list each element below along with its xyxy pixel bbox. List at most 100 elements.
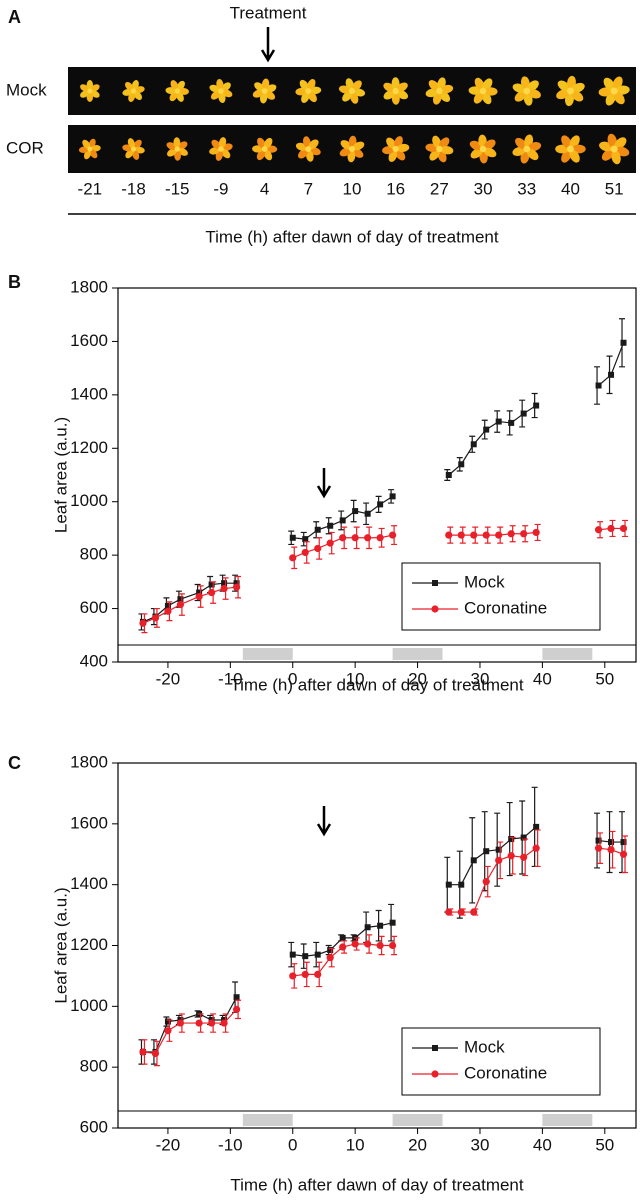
leaf	[211, 139, 221, 149]
rosette-center	[392, 145, 399, 153]
y-tick-label: 1000	[70, 491, 108, 510]
point	[302, 536, 309, 543]
leaf	[210, 90, 221, 100]
rosette-center	[174, 88, 180, 94]
point	[232, 1005, 241, 1013]
point	[483, 848, 490, 855]
leaf	[261, 78, 270, 90]
point	[607, 524, 615, 533]
point	[314, 544, 322, 553]
night-bar	[242, 648, 293, 660]
legend-box	[401, 1027, 601, 1096]
point	[377, 922, 384, 929]
point	[607, 846, 615, 854]
point	[339, 534, 347, 542]
point	[619, 850, 628, 858]
y-tick-label: 400	[80, 651, 108, 670]
leaf	[263, 137, 273, 149]
rosette-center	[348, 145, 356, 153]
rosette-center	[87, 88, 93, 94]
point	[458, 461, 465, 468]
y-axis-title: Leaf area (a.u.)	[51, 887, 70, 1003]
point	[376, 534, 384, 542]
rosette-center	[436, 145, 443, 153]
leaf	[439, 137, 450, 149]
plot-frame	[117, 287, 637, 663]
leaf	[252, 89, 264, 98]
point	[364, 510, 371, 517]
leaf	[345, 78, 354, 90]
time-label: -18	[121, 179, 146, 198]
leaf	[395, 149, 406, 161]
plant-image	[468, 77, 498, 105]
rosette-center	[87, 146, 93, 152]
leaf	[570, 90, 584, 102]
x-tick-label: 10	[346, 1135, 365, 1154]
point	[326, 539, 334, 547]
leaf	[351, 80, 362, 91]
leaf	[470, 148, 483, 159]
leaf	[82, 139, 91, 149]
point	[507, 852, 515, 860]
rosette-center	[523, 87, 531, 95]
point	[233, 994, 240, 1001]
plant-image	[425, 77, 454, 105]
point	[289, 554, 297, 562]
leaf	[527, 89, 541, 99]
leaf	[173, 137, 181, 148]
point	[389, 531, 397, 539]
point	[221, 580, 228, 587]
leaf	[601, 148, 614, 161]
leaf	[526, 148, 539, 161]
y-tick-label: 1600	[70, 813, 108, 832]
leaf	[132, 149, 140, 160]
rosette-center	[174, 146, 180, 152]
legend-label: Coronatine	[464, 598, 547, 617]
plant-image	[122, 80, 145, 102]
leaf	[484, 87, 498, 96]
leaf	[428, 80, 440, 91]
point	[233, 580, 240, 587]
y-tick-label: 1800	[70, 752, 108, 771]
leaf	[307, 91, 317, 103]
leaf	[133, 91, 143, 100]
point	[495, 531, 503, 539]
plant-image	[295, 136, 321, 162]
point	[445, 908, 453, 916]
point	[327, 947, 334, 954]
point	[139, 1048, 147, 1056]
plant-image	[209, 137, 233, 161]
leaf	[561, 135, 572, 149]
point	[508, 836, 515, 843]
rosette-center	[305, 88, 312, 94]
point	[195, 1019, 203, 1027]
plant-image	[556, 75, 585, 107]
legend-label: Mock	[464, 1037, 505, 1056]
legend-marker	[431, 1070, 439, 1078]
x-tick-label: 20	[408, 669, 427, 688]
leaf	[263, 149, 273, 161]
x-tick-label: 40	[533, 1135, 552, 1154]
leaf	[512, 146, 526, 156]
rosette-center	[261, 146, 268, 152]
time-label: 33	[517, 179, 536, 198]
x-tick-label: 0	[288, 669, 297, 688]
legend-marker	[431, 605, 439, 613]
rosette-center	[479, 145, 487, 153]
point	[327, 522, 334, 529]
point	[289, 951, 296, 958]
point	[208, 1019, 216, 1027]
point	[594, 526, 603, 534]
leaf	[254, 82, 265, 92]
x-tick-label: -20	[156, 669, 181, 688]
point	[594, 844, 603, 852]
point	[289, 534, 296, 541]
point	[220, 584, 228, 593]
night-bar	[242, 1114, 293, 1126]
point	[532, 528, 540, 537]
leaf	[556, 89, 570, 100]
rosette-center	[610, 145, 618, 153]
point	[457, 531, 465, 539]
leaf	[514, 90, 527, 102]
legend-marker	[432, 580, 438, 586]
